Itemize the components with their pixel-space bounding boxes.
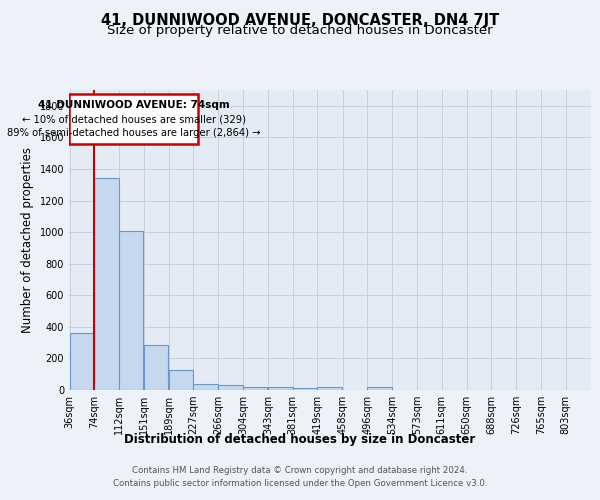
Text: Distribution of detached houses by size in Doncaster: Distribution of detached houses by size … (124, 432, 476, 446)
Text: 41, DUNNIWOOD AVENUE, DONCASTER, DN4 7JT: 41, DUNNIWOOD AVENUE, DONCASTER, DN4 7JT (101, 12, 499, 28)
Bar (317, 387, 342, 390)
Bar (70, 94, 199, 144)
Bar (367, 387, 392, 390)
Text: ← 10% of detached houses are smaller (329): ← 10% of detached houses are smaller (32… (22, 114, 246, 124)
Text: 41 DUNNIWOOD AVENUE: 74sqm: 41 DUNNIWOOD AVENUE: 74sqm (38, 100, 230, 110)
Bar (193, 384, 218, 390)
Bar (169, 370, 193, 390)
Bar (70, 333, 94, 390)
Text: Contains HM Land Registry data © Crown copyright and database right 2024.: Contains HM Land Registry data © Crown c… (132, 466, 468, 475)
Y-axis label: Number of detached properties: Number of detached properties (21, 147, 34, 333)
Bar (293, 388, 317, 390)
Bar (243, 386, 268, 390)
Bar (94, 178, 119, 390)
Bar (144, 345, 169, 390)
Bar (119, 230, 143, 390)
Text: 89% of semi-detached houses are larger (2,864) →: 89% of semi-detached houses are larger (… (7, 128, 260, 138)
Text: Contains public sector information licensed under the Open Government Licence v3: Contains public sector information licen… (113, 479, 487, 488)
Text: Size of property relative to detached houses in Doncaster: Size of property relative to detached ho… (107, 24, 493, 37)
Bar (218, 385, 243, 390)
Bar (268, 387, 293, 390)
